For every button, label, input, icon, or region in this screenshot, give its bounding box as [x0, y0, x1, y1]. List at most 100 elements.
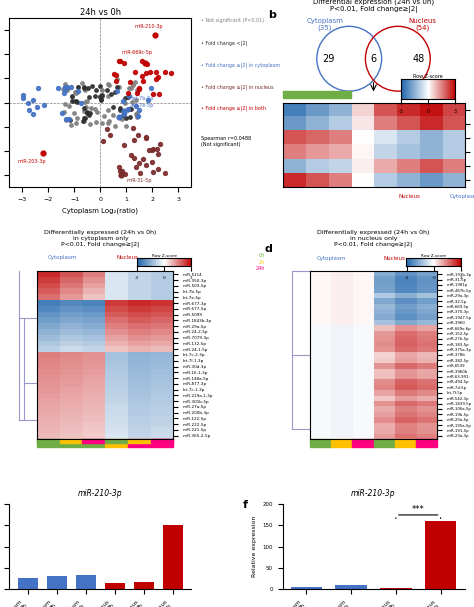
- Text: miR-203-3p: miR-203-3p: [17, 153, 46, 164]
- Point: [145, 95, 152, 105]
- Point: [74, 83, 82, 92]
- Text: Spearman r=0.0488
(Not significant): Spearman r=0.0488 (Not significant): [201, 137, 251, 147]
- Point: [129, 80, 137, 90]
- Point: [100, 111, 108, 121]
- Point: [133, 108, 141, 118]
- Point: [63, 85, 70, 95]
- Point: [34, 83, 42, 93]
- Point: [127, 77, 134, 87]
- Point: [82, 97, 89, 106]
- Point: [61, 99, 69, 109]
- Point: [109, 110, 117, 120]
- Point: [125, 88, 132, 98]
- Point: [113, 86, 121, 96]
- Point: [128, 83, 135, 93]
- Point: [60, 88, 68, 98]
- Point: [71, 87, 79, 97]
- Text: d: d: [264, 243, 272, 254]
- Point: [132, 101, 139, 111]
- Point: [118, 114, 126, 124]
- Point: [135, 158, 143, 168]
- Point: [86, 110, 93, 120]
- Point: [59, 84, 67, 94]
- Point: [120, 58, 128, 67]
- Point: [120, 106, 128, 116]
- Point: [112, 70, 120, 80]
- Point: [111, 87, 118, 97]
- Point: [119, 96, 127, 106]
- Title: 24h vs 0h: 24h vs 0h: [80, 8, 121, 18]
- Point: [108, 89, 115, 99]
- Point: [64, 83, 71, 92]
- Text: • Not significant (P<0.01): • Not significant (P<0.01): [201, 18, 264, 23]
- Point: [139, 155, 146, 164]
- Point: [55, 83, 62, 93]
- Point: [68, 92, 75, 101]
- Point: [73, 113, 81, 123]
- Text: • Fold change <|2|: • Fold change <|2|: [201, 40, 247, 46]
- Point: [80, 114, 87, 123]
- Point: [125, 83, 133, 93]
- Point: [123, 121, 130, 131]
- Point: [61, 79, 69, 89]
- Point: [121, 169, 129, 178]
- Point: [65, 114, 73, 124]
- Title: miR-210-3p: miR-210-3p: [351, 489, 396, 498]
- Point: [84, 83, 92, 93]
- Text: Differentially expressed (24h vs 0h)
in nucleus only
P<0.01, Fold change≥|2|: Differentially expressed (24h vs 0h) in …: [317, 230, 430, 247]
- Bar: [105, 583, 125, 589]
- Point: [69, 97, 76, 106]
- Point: [155, 149, 162, 158]
- Title: miR-210-3p: miR-210-3p: [78, 489, 123, 498]
- Point: [147, 83, 155, 93]
- Point: [81, 113, 89, 123]
- Point: [146, 67, 154, 76]
- Text: • Fold change ≥|2| in both: • Fold change ≥|2| in both: [201, 106, 265, 112]
- Point: [120, 109, 128, 118]
- Point: [161, 168, 169, 178]
- Point: [118, 166, 126, 176]
- Point: [60, 107, 68, 117]
- Point: [29, 95, 37, 105]
- Point: [98, 90, 105, 100]
- Point: [116, 103, 123, 112]
- Point: [104, 104, 112, 114]
- Point: [19, 93, 27, 103]
- Point: [93, 107, 101, 117]
- Point: [112, 76, 120, 86]
- Point: [132, 109, 139, 118]
- X-axis label: Cytoplasm Log₂(ratio): Cytoplasm Log₂(ratio): [63, 208, 138, 214]
- Point: [121, 93, 129, 103]
- Point: [87, 103, 94, 113]
- Point: [81, 104, 88, 114]
- Text: b: b: [268, 10, 276, 20]
- Text: • Fold change ≥|2| in cytoplasm: • Fold change ≥|2| in cytoplasm: [201, 62, 280, 67]
- Point: [115, 82, 122, 92]
- Point: [151, 30, 159, 40]
- Point: [143, 59, 150, 69]
- Point: [96, 93, 104, 103]
- Point: [29, 109, 36, 118]
- Point: [149, 168, 157, 177]
- Point: [137, 169, 144, 178]
- Point: [132, 95, 139, 104]
- Point: [128, 97, 136, 107]
- Point: [70, 96, 77, 106]
- Point: [82, 84, 89, 94]
- Point: [141, 58, 148, 67]
- Point: [58, 108, 66, 118]
- Bar: [291, 587, 322, 589]
- Point: [138, 71, 146, 81]
- Point: [61, 82, 69, 92]
- Point: [77, 98, 85, 107]
- Point: [142, 133, 150, 143]
- Point: [19, 90, 27, 100]
- Point: [145, 145, 153, 155]
- Text: f: f: [243, 500, 247, 510]
- Point: [81, 83, 88, 92]
- Point: [98, 91, 105, 101]
- Point: [105, 118, 112, 128]
- Point: [113, 74, 120, 84]
- Point: [153, 144, 161, 154]
- Point: [119, 110, 127, 120]
